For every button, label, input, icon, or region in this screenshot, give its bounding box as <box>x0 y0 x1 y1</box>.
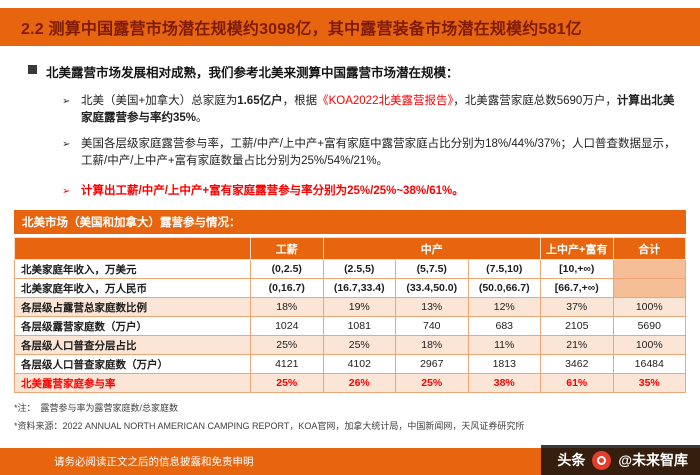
table-cell: (2.5,5) <box>322 259 396 279</box>
table-cell-empty <box>612 278 686 298</box>
table-cell: 100% <box>612 297 686 317</box>
row-label: 北美家庭年收入，万人民币 <box>14 278 251 298</box>
table-row-participation-rate: 北美露营家庭参与率 25% 26% 25% 38% 61% 35% <box>14 373 686 393</box>
table-cell: [10,+∞) <box>540 259 614 279</box>
text-segment-bold: 计算出北美家庭露营参与率约35% <box>81 95 675 124</box>
table-cell: 26% <box>322 373 396 393</box>
row-label: 各层级人口普查家庭数（万户） <box>14 354 251 374</box>
table-cell: 5690 <box>612 316 686 336</box>
table-cell: 21% <box>540 335 614 355</box>
table-cell: (0,2.5) <box>250 259 324 279</box>
table-row-income-rmb: 北美家庭年收入，万人民币 (0,16.7) (16.7,33.4) (33.4,… <box>14 278 686 298</box>
table-cell: 35% <box>612 373 686 393</box>
bullet-conclusion-text: 计算出工薪/中产/上中产+富有家庭露营参与率分别为25%/25%~38%/61%… <box>81 185 464 197</box>
table-cell: (0,16.7) <box>250 278 324 298</box>
table-cell: 1024 <box>250 316 324 336</box>
content-area: 北美露营市场发展相对成熟，我们参考北美来测算中国露营市场潜在规模： ➢ 北美（美… <box>0 46 700 200</box>
watermark-platform: 头条 <box>557 452 586 468</box>
table-cell: 13% <box>395 297 469 317</box>
disclaimer-text: 请务必阅读正文之后的信息披露和免责申明 <box>54 456 254 468</box>
table-cell: 16484 <box>612 354 686 374</box>
table-cell: 25% <box>395 373 469 393</box>
table-cell: 12% <box>467 297 541 317</box>
table-cell: 1081 <box>322 316 396 336</box>
table-cell: 683 <box>467 316 541 336</box>
bullet-north-america-text: 北美（美国+加拿大）总家庭为1.65亿户，根据《KOA2022北美露营报告》，北… <box>81 93 676 127</box>
square-bullet-icon <box>28 65 37 74</box>
table-cell-empty <box>612 259 686 279</box>
table-cell: 18% <box>250 297 324 317</box>
footnote: *注： 露营参与率为露营家庭数/总家庭数 <box>14 403 179 413</box>
section-title-bar: 2.2 测算中国露营市场潜在规模约3098亿，其中露营装备市场潜在规模约581亿 <box>0 8 700 46</box>
text-segment-bold: 1.65亿户 <box>237 95 283 107</box>
row-label: 各层级人口普查分层占比 <box>14 335 251 355</box>
watermark-account: @未来智库 <box>618 452 688 468</box>
table-cell: 2967 <box>395 354 469 374</box>
table-cell: (16.7,33.4) <box>322 278 396 298</box>
table-row-camping-households: 各层级露营家庭数（万户） 1024 1081 740 683 2105 5690 <box>14 316 686 336</box>
table-cell: (5,7.5) <box>395 259 469 279</box>
arrow-bullet-icon: ➢ <box>62 186 71 197</box>
main-bullet-text: 北美露营市场发展相对成熟，我们参考北美来测算中国露营市场潜在规模： <box>46 66 459 80</box>
table-title: 北美市场（美国和加拿大）露营参与情况： <box>14 210 686 234</box>
bullet-us-tiers-text: 美国各层级家庭露营参与率，工薪/中产/上中产+富有家庭中露营家庭占比分别为18%… <box>81 138 676 167</box>
table-section: 北美市场（美国和加拿大）露营参与情况： 工薪 中产 上中产+富有 合计 北美家庭… <box>14 210 686 432</box>
row-label: 各层级露营家庭数（万户） <box>14 316 251 336</box>
camping-participation-table: 工薪 中产 上中产+富有 合计 北美家庭年收入，万美元 (0,2.5) (2.5… <box>14 237 686 393</box>
table-row-census-share: 各层级人口普查分层占比 25% 25% 18% 11% 21% 100% <box>14 335 686 355</box>
table-cell: 37% <box>540 297 614 317</box>
table-cell: 3462 <box>540 354 614 374</box>
table-cell: 61% <box>540 373 614 393</box>
header-empty-cell <box>14 237 251 260</box>
table-cell: [66.7,+∞) <box>540 278 614 298</box>
table-cell: (33.4,50.0) <box>395 278 469 298</box>
text-segment: 。 <box>196 112 208 124</box>
table-cell: 11% <box>467 335 541 355</box>
toutiao-logo-icon <box>592 450 612 470</box>
table-row-census-households: 各层级人口普查家庭数（万户） 4121 4102 2967 1813 3462 … <box>14 354 686 374</box>
table-cell: 4102 <box>322 354 396 374</box>
bullet-conclusion: ➢ 计算出工薪/中产/上中产+富有家庭露营参与率分别为25%/25%~38%/6… <box>62 183 676 200</box>
bullet-us-tiers: ➢ 美国各层级家庭露营参与率，工薪/中产/上中产+富有家庭中露营家庭占比分别为1… <box>62 136 676 170</box>
main-bullet: 北美露营市场发展相对成熟，我们参考北美来测算中国露营市场潜在规模： <box>28 62 676 81</box>
text-segment: ，北美露营家庭总数5690万户， <box>453 95 617 107</box>
bullet-north-america: ➢ 北美（美国+加拿大）总家庭为1.65亿户，根据《KOA2022北美露营报告》… <box>62 93 676 127</box>
watermark: 头条 @未来智库 <box>541 445 700 475</box>
report-name-red: 《KOA2022北美露营报告》 <box>317 95 454 107</box>
table-cell: 1813 <box>467 354 541 374</box>
header-working-class: 工薪 <box>250 237 324 260</box>
row-label: 北美露营家庭参与率 <box>14 373 251 393</box>
text-segment: ，根据 <box>282 95 318 107</box>
table-cell: 18% <box>395 335 469 355</box>
report-slide: 2.2 测算中国露营市场潜在规模约3098亿，其中露营装备市场潜在规模约581亿… <box>0 8 700 475</box>
table-row-camping-share: 各层级占露营总家庭数比例 18% 19% 13% 12% 37% 100% <box>14 297 686 317</box>
header-middle-class: 中产 <box>322 237 541 260</box>
text-segment: 北美（美国+加拿大）总家庭为 <box>81 95 238 107</box>
row-label: 各层级占露营总家庭数比例 <box>14 297 251 317</box>
table-row-income-usd: 北美家庭年收入，万美元 (0,2.5) (2.5,5) (5,7.5) (7.5… <box>14 259 686 279</box>
table-cell: 740 <box>395 316 469 336</box>
arrow-bullet-icon: ➢ <box>62 139 71 150</box>
table-cell: 25% <box>250 335 324 355</box>
table-cell: 38% <box>467 373 541 393</box>
table-cell: 25% <box>250 373 324 393</box>
table-cell: 100% <box>612 335 686 355</box>
arrow-bullet-icon: ➢ <box>62 96 71 107</box>
header-total: 合计 <box>612 237 686 260</box>
header-upper-wealthy: 上中产+富有 <box>540 237 614 260</box>
table-cell: (50.0,66.7) <box>467 278 541 298</box>
source-line: *资料来源：2022 ANNUAL NORTH AMERICAN CAMPING… <box>14 421 525 431</box>
table-cell: 25% <box>322 335 396 355</box>
page-title: 2.2 测算中国露营市场潜在规模约3098亿，其中露营装备市场潜在规模约581亿 <box>21 21 582 38</box>
table-cell: 19% <box>322 297 396 317</box>
row-label: 北美家庭年收入，万美元 <box>14 259 251 279</box>
table-cell: 2105 <box>540 316 614 336</box>
table-header-row: 工薪 中产 上中产+富有 合计 <box>14 237 686 260</box>
table-cell: (7.5,10) <box>467 259 541 279</box>
table-cell: 4121 <box>250 354 324 374</box>
